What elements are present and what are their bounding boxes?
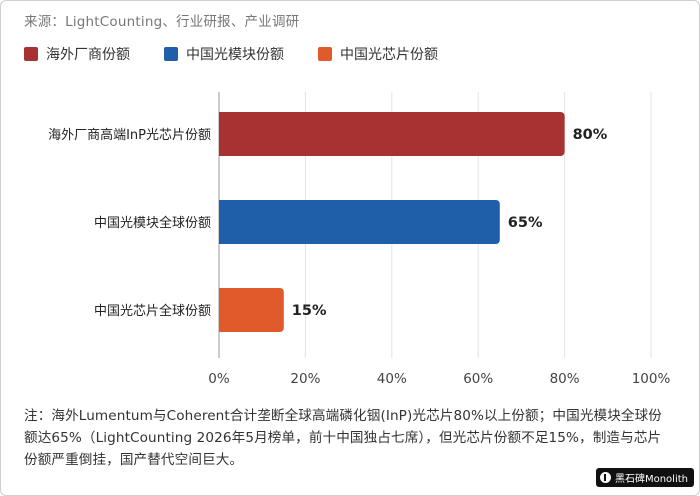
data-label: 15% bbox=[292, 303, 327, 319]
legend-item-overseas: 海外厂商份额 bbox=[24, 44, 130, 64]
x-tick-label: 0% bbox=[208, 371, 230, 387]
bar-chart: 0% 20% 40% 60% 80% 100% 80% 海外厂商高端InP光芯片份额 65% 中国… bbox=[48, 92, 671, 387]
data-label: 65% bbox=[508, 215, 543, 231]
watermark-badge: 黑石碑Monolith bbox=[595, 468, 694, 487]
legend-swatch-china-chip bbox=[318, 47, 332, 61]
legend-label-china-module: 中国光模块份额 bbox=[186, 47, 284, 63]
bar-flush-edge bbox=[219, 200, 224, 244]
legend-swatch-overseas bbox=[24, 47, 38, 61]
legend-label-china-chip: 中国光芯片份额 bbox=[340, 47, 438, 63]
x-tick-label: 40% bbox=[377, 371, 407, 387]
bar bbox=[219, 288, 284, 332]
source-note: 来源：LightCounting、行业研报、产业调研 bbox=[24, 14, 300, 30]
legend-swatch-china-module bbox=[164, 47, 178, 61]
legend-item-china-chip: 中国光芯片份额 bbox=[318, 44, 438, 64]
footnote: 注：海外Lumentum与Coherent合计垄断全球高端磷化铟(InP)光芯片… bbox=[24, 408, 662, 468]
bar bbox=[219, 112, 565, 156]
monolith-logo-icon bbox=[599, 472, 611, 483]
category-label: 中国光芯片全球份额 bbox=[94, 303, 211, 319]
bar bbox=[219, 200, 500, 244]
bar-flush-edge bbox=[219, 288, 224, 332]
x-tick-label: 20% bbox=[290, 371, 320, 387]
legend: 海外厂商份额 中国光模块份额 中国光芯片份额 bbox=[24, 44, 472, 64]
x-tick-label: 60% bbox=[463, 371, 493, 387]
category-label: 海外厂商高端InP光芯片份额 bbox=[48, 127, 211, 143]
bar-flush-edge bbox=[219, 112, 224, 156]
legend-item-china-module: 中国光模块份额 bbox=[164, 44, 284, 64]
watermark-text: 黑石碑Monolith bbox=[614, 474, 688, 485]
x-tick-label: 100% bbox=[632, 371, 671, 387]
data-label: 80% bbox=[573, 127, 608, 143]
legend-label-overseas: 海外厂商份额 bbox=[46, 47, 130, 63]
category-label: 中国光模块全球份额 bbox=[94, 215, 211, 231]
x-tick-label: 80% bbox=[550, 371, 580, 387]
